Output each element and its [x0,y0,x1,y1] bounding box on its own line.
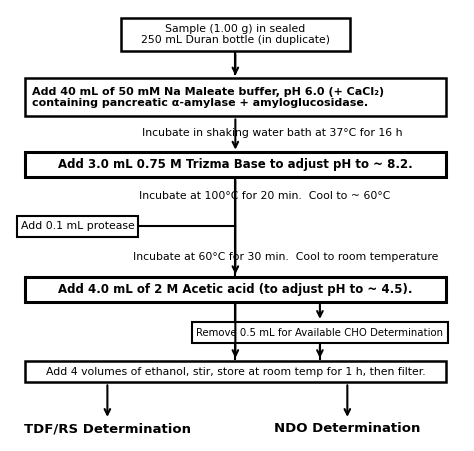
Text: Add 0.1 mL protease: Add 0.1 mL protease [21,221,135,231]
Bar [25,152,446,177]
Text: Incubate at 60°C for 30 min.  Cool to room temperature: Incubate at 60°C for 30 min. Cool to roo… [133,252,438,262]
Text: Remove 0.5 mL for Available CHO Determination: Remove 0.5 mL for Available CHO Determin… [196,327,443,337]
Text: Sample (1.00 g) in sealed
250 mL Duran bottle (in duplicate): Sample (1.00 g) in sealed 250 mL Duran b… [141,23,330,45]
Text: Add 40 mL of 50 mM Na Maleate buffer, pH 6.0 (+ CaCl₂)
containing pancreatic α-a: Add 40 mL of 50 mM Na Maleate buffer, pH… [32,87,384,108]
Bar [192,322,448,343]
Text: NDO Determination: NDO Determination [274,422,420,435]
Text: Incubate at 100°C for 20 min.  Cool to ~ 60°C: Incubate at 100°C for 20 min. Cool to ~ … [139,191,391,201]
Bar [25,78,446,116]
Bar [17,216,138,237]
Text: Add 4 volumes of ethanol, stir, store at room temp for 1 h, then filter.: Add 4 volumes of ethanol, stir, store at… [46,367,425,377]
Text: Add 3.0 mL 0.75 M Trizma Base to adjust pH to ~ 8.2.: Add 3.0 mL 0.75 M Trizma Base to adjust … [58,158,413,171]
Bar [25,361,446,382]
Bar [121,18,350,51]
Text: Add 4.0 mL of 2 M Acetic acid (to adjust pH to ~ 4.5).: Add 4.0 mL of 2 M Acetic acid (to adjust… [58,283,412,296]
Text: Incubate in shaking water bath at 37°C for 16 h: Incubate in shaking water bath at 37°C f… [142,128,402,138]
Bar [25,277,446,302]
Text: TDF/RS Determination: TDF/RS Determination [24,422,191,435]
